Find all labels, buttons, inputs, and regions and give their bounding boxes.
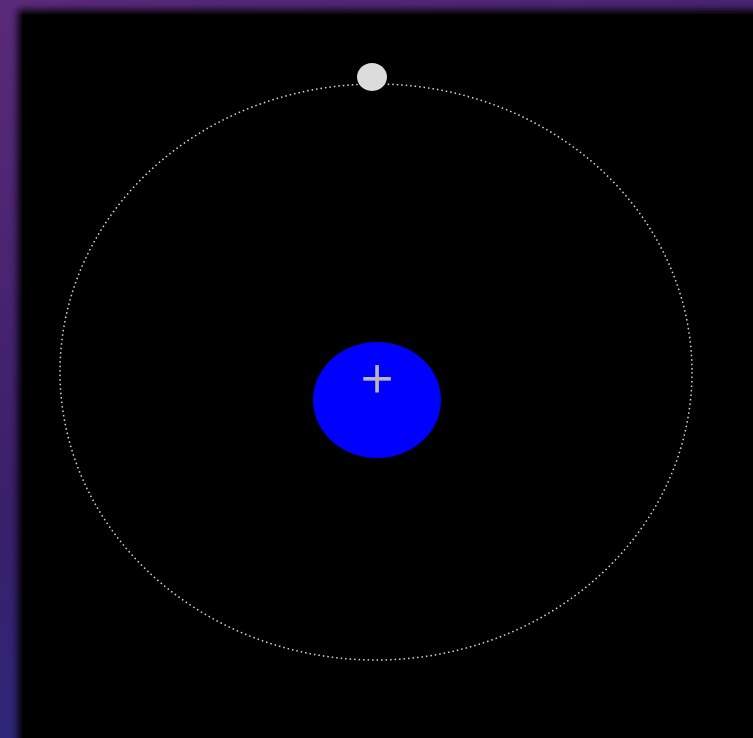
nucleus — [313, 342, 441, 458]
electron — [357, 63, 387, 91]
nucleus-charge: + — [359, 353, 396, 404]
